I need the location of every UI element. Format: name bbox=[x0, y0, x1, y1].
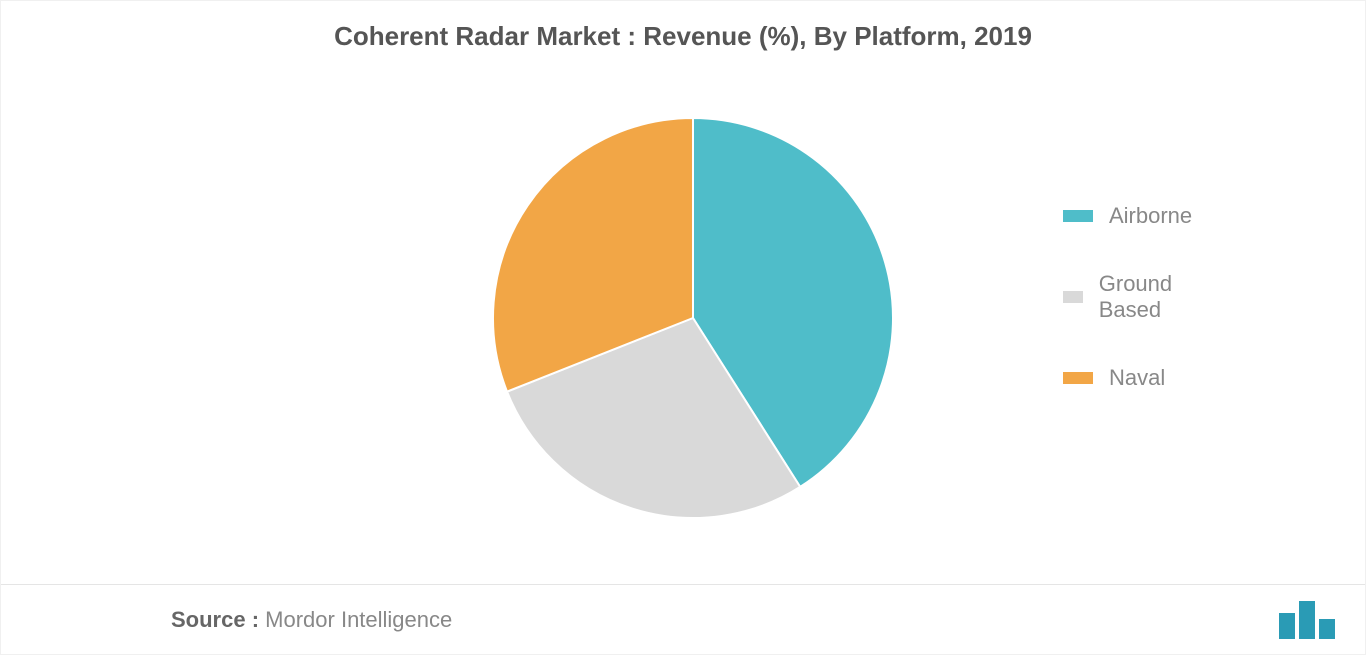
legend-item-naval: Naval bbox=[1063, 365, 1192, 391]
legend-swatch bbox=[1063, 210, 1093, 222]
source-line: Source : Mordor Intelligence bbox=[171, 607, 452, 633]
chart-container: Coherent Radar Market : Revenue (%), By … bbox=[0, 0, 1366, 655]
legend-label: Ground Based bbox=[1099, 271, 1192, 323]
source-value: Mordor Intelligence bbox=[265, 607, 452, 632]
legend-label: Naval bbox=[1109, 365, 1165, 391]
pie-wrap: AirborneGround BasedNaval bbox=[183, 98, 1183, 538]
chart-title: Coherent Radar Market : Revenue (%), By … bbox=[1, 1, 1365, 52]
footer: Source : Mordor Intelligence bbox=[1, 584, 1365, 654]
source-label: Source : bbox=[171, 607, 259, 632]
legend-swatch bbox=[1063, 372, 1093, 384]
legend-label: Airborne bbox=[1109, 203, 1192, 229]
logo-bar-0 bbox=[1279, 613, 1295, 639]
chart-area: Airborne Ground Based Naval bbox=[1, 81, 1365, 554]
legend-item-ground-based: Ground Based bbox=[1063, 271, 1192, 323]
logo-bar-2 bbox=[1319, 619, 1335, 639]
legend-item-airborne: Airborne bbox=[1063, 203, 1192, 229]
legend-swatch bbox=[1063, 291, 1083, 303]
pie-chart bbox=[493, 98, 893, 538]
legend: Airborne Ground Based Naval bbox=[1063, 203, 1192, 391]
brand-logo bbox=[1279, 601, 1335, 639]
logo-bar-1 bbox=[1299, 601, 1315, 639]
